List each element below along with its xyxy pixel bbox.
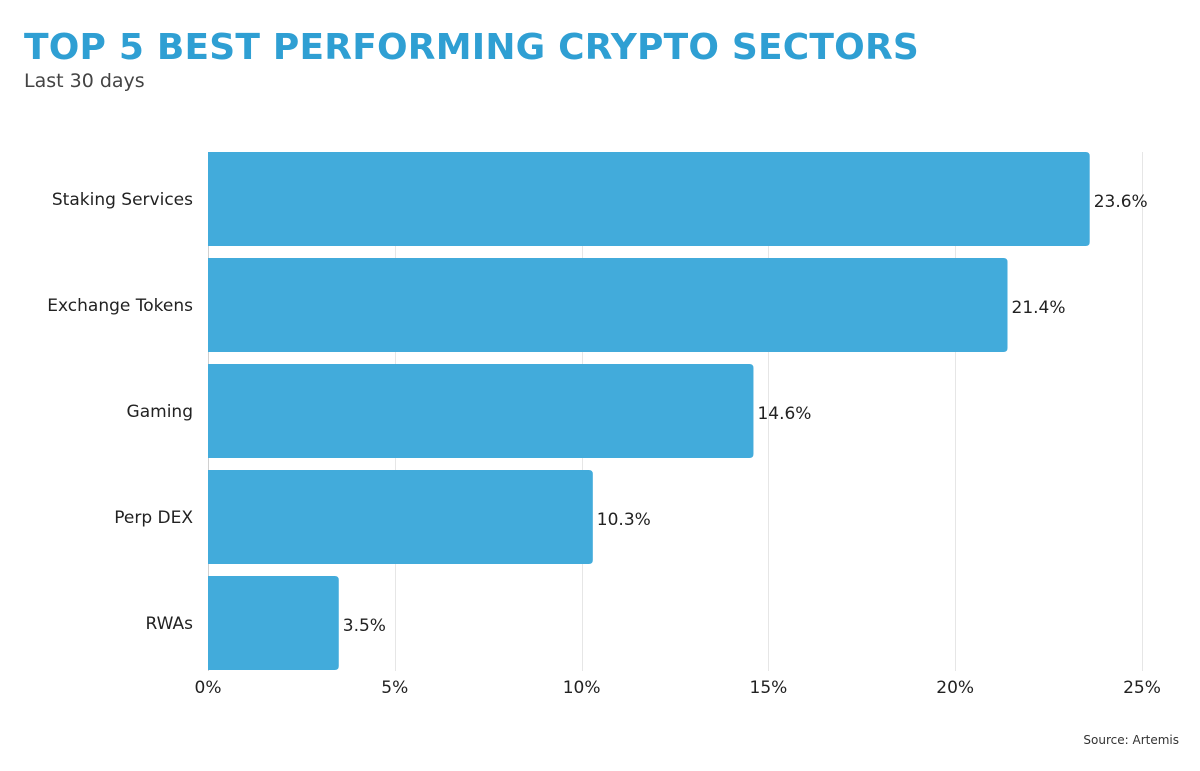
x-tick-label: 10% <box>563 678 601 698</box>
x-tick-label: 15% <box>750 678 788 698</box>
chart-title: TOP 5 BEST PERFORMING CRYPTO SECTORS <box>24 27 920 68</box>
category-label: Gaming <box>127 402 193 422</box>
x-tick-label: 20% <box>936 678 974 698</box>
source-note: Source: Artemis <box>1083 733 1179 747</box>
source-value: Artemis <box>1132 733 1179 747</box>
bars <box>208 152 1090 670</box>
bar <box>208 470 593 564</box>
category-label: Perp DEX <box>114 508 193 528</box>
category-label: RWAs <box>146 614 194 634</box>
bar <box>208 576 339 670</box>
value-label: 3.5% <box>343 616 386 636</box>
value-label: 14.6% <box>757 404 811 424</box>
category-label: Exchange Tokens <box>47 296 193 316</box>
x-tick-label: 0% <box>195 678 222 698</box>
source-label: Source: <box>1083 733 1129 747</box>
x-tick-label: 5% <box>381 678 408 698</box>
x-tick-label: 25% <box>1123 678 1161 698</box>
bar <box>208 152 1090 246</box>
bar <box>208 364 754 458</box>
labels: 0% 5% 10% 15% 20% 25% Staking Services 23.6% Exc… <box>47 190 1161 698</box>
chart-subtitle: Last 30 days <box>24 70 145 92</box>
category-label: Staking Services <box>52 190 193 210</box>
value-label: 10.3% <box>597 510 651 530</box>
value-label: 21.4% <box>1012 298 1066 318</box>
value-label: 23.6% <box>1094 192 1148 212</box>
bar <box>208 258 1008 352</box>
